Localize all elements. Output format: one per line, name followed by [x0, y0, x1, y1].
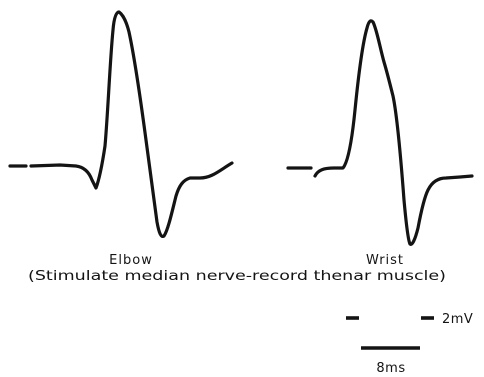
elbow-label: Elbow — [109, 253, 153, 268]
wrist-label: Wrist — [366, 253, 404, 268]
caption: (Stimulate median nerve-record thenar mu… — [28, 269, 446, 284]
wrist-waveform — [286, 19, 474, 246]
calibration-scale: 2mV 8ms — [346, 312, 473, 376]
elbow-response-trace — [29, 10, 234, 238]
time-scale-label: 8ms — [376, 361, 405, 376]
wrist-response-trace — [313, 19, 474, 246]
elbow-waveform — [8, 10, 234, 238]
voltage-scale-label: 2mV — [442, 312, 473, 327]
